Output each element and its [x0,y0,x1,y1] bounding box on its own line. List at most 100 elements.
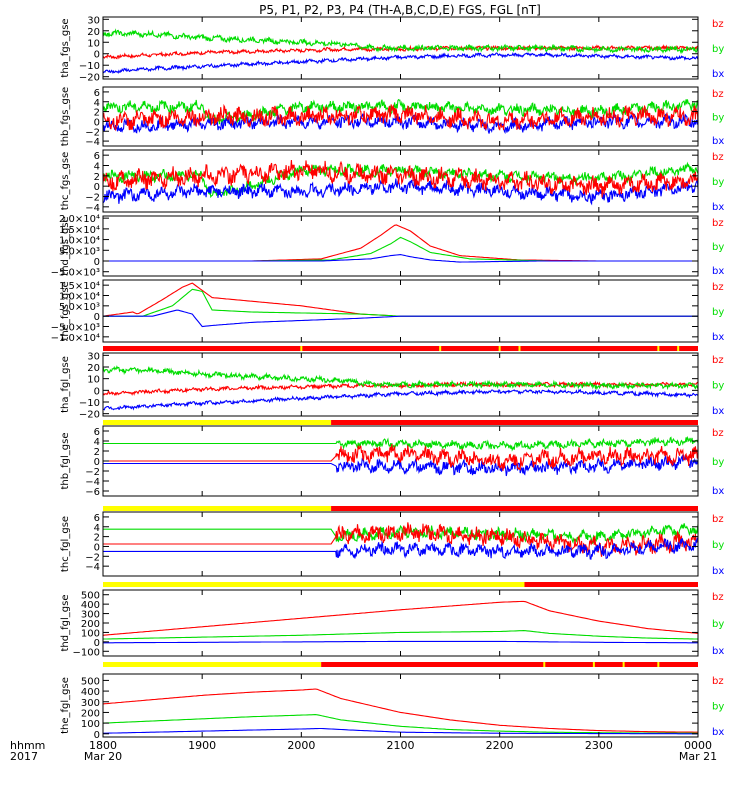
legend-bz: bz [712,218,724,229]
flag-mark [657,346,660,351]
series-group [103,282,698,328]
panel-the_fgs_gse: 1.5×10⁴1.0×10⁴5.0×10³0−5.0×10³−1.0×10⁴th… [51,279,724,344]
legend-bz: bz [712,89,724,100]
legend-by: by [712,381,724,392]
legend-bz: bz [712,676,724,687]
y-tick-label: 0 [94,730,100,741]
series-line-by [103,98,698,125]
y-tick-label: 4 [94,98,100,109]
legend-bz: bz [712,428,724,439]
y-tick-label: 20 [87,27,100,38]
y-tick-label: 1.5×10⁴ [59,225,100,236]
legend-bz: bz [712,152,724,163]
y-axis-label: thd_fgl_gse [60,595,71,652]
y-tick-label: 6 [94,427,100,438]
legend-bx: bx [712,566,724,577]
y-tick-label: 400 [81,687,100,698]
legend-bz: bz [712,514,724,525]
y-tick-label: 500 [81,676,100,687]
flag-mark [543,662,546,667]
y-tick-label: −4 [85,477,100,488]
y-tick-label: −10 [79,61,100,72]
series-group [103,98,698,135]
y-tick-label: 100 [81,719,100,730]
y-tick-label: −5.0×10³ [51,268,100,279]
series-line-by [103,28,698,55]
y-tick-label: 6 [94,151,100,162]
y-tick-label: 300 [81,610,100,621]
series-line-bz [103,600,698,636]
y-tick-label: 4 [94,523,100,534]
legend-bz: bz [712,592,724,603]
y-axis-label: thb_fgs_gse [60,87,71,146]
flag-segment [103,346,698,351]
y-tick-label: 2 [94,172,100,183]
series-line-bx [103,254,698,263]
series-line-by [103,523,698,545]
series-line-by [103,365,698,391]
y-tick-label: −20 [79,410,100,421]
y-tick-label: 0 [94,542,100,553]
x-tick-label: 1900 [188,739,216,752]
series-group [103,224,698,263]
series-line-bz [103,224,698,262]
series-line-bz [103,103,698,132]
series-line-by [103,288,698,317]
legend-by: by [712,540,724,551]
y-tick-label: 5.0×10³ [59,246,100,257]
flag-segment [103,420,332,425]
series-group [103,522,698,560]
series-group [103,28,698,75]
y-tick-label: −1.0×10⁴ [51,333,100,344]
flag-mark [677,346,680,351]
flag-segment [524,582,698,587]
plot-title: P5, P1, P2, P3, P4 (TH-A,B,C,D,E) FGS, F… [259,3,541,17]
y-tick-label: −4 [85,203,100,214]
legend-by: by [712,242,724,253]
series-line-bz [103,282,698,317]
flag-mark [657,662,660,667]
flag-segment [103,582,525,587]
series-group [103,435,698,477]
x-tick-label: 2300 [585,739,613,752]
flag-mark [498,346,501,351]
y-tick-label: 0 [94,312,100,323]
y-tick-label: 5.0×10³ [59,302,100,313]
y-tick-label: 10 [87,375,100,386]
legend-by: by [712,307,724,318]
y-tick-label: −2 [85,127,100,138]
legend-bx: bx [712,406,724,417]
flag-segment [103,506,332,511]
x-tick-label: 0000 [684,739,712,752]
y-tick-label: 0 [94,50,100,61]
y-axis-label: tha_fgs_gse [60,18,71,77]
flag-mark [622,662,625,667]
y-tick-label: 100 [81,628,100,639]
y-tick-label: 30 [87,351,100,362]
y-tick-label: 400 [81,600,100,611]
flag-mark [592,662,595,667]
y-tick-label: 1.5×10⁴ [59,281,100,292]
legend-by: by [712,619,724,630]
y-tick-label: 20 [87,363,100,374]
series-line-bz [103,44,698,60]
flag-segment [331,506,698,511]
y-tick-label: 1.0×10⁴ [59,236,100,247]
y-tick-label: 4 [94,162,100,173]
y-tick-label: 2 [94,447,100,458]
y-tick-label: 0 [94,457,100,468]
series-line-bz [103,688,698,733]
y-tick-label: 2 [94,533,100,544]
x-tick-date: Mar 21 [679,750,717,763]
x-row-label-hhmm: hhmm [10,739,45,752]
legend-bx: bx [712,486,724,497]
panel-frame [102,215,699,277]
y-tick-label: 30 [87,15,100,26]
y-tick-label: −4 [85,137,100,148]
flag-mark [518,346,521,351]
y-tick-label: −2 [85,193,100,204]
series-line-by [103,161,698,199]
y-axis-label: thb_fgl_gse [60,433,71,490]
